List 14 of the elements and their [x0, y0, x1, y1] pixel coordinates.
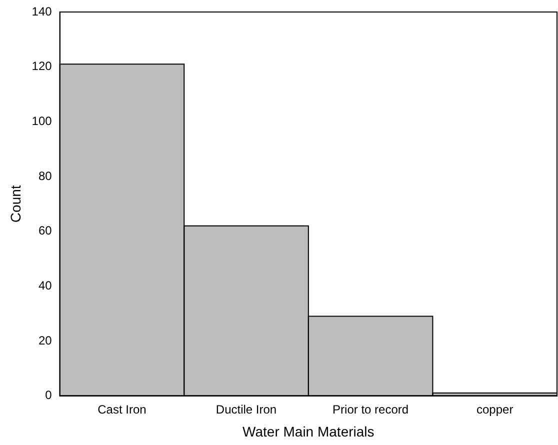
- y-tick-label: 140: [32, 4, 52, 18]
- x-axis-title: Water Main Materials: [242, 423, 374, 440]
- y-tick-label: 60: [38, 224, 52, 238]
- y-axis-title: Count: [7, 185, 24, 223]
- y-tick-label: 80: [38, 168, 52, 183]
- x-tick-label: Cast Iron: [98, 402, 146, 416]
- x-tick-label: copper: [476, 402, 514, 416]
- y-tick-label: 100: [32, 114, 52, 128]
- y-tick-label: 120: [32, 59, 52, 74]
- x-tick-label: Prior to record: [332, 402, 409, 416]
- y-tick-label: 40: [38, 278, 52, 292]
- y-tick-label: 20: [38, 333, 52, 348]
- x-tick-label: Ductile Iron: [216, 402, 277, 416]
- y-tick-label: 0: [45, 388, 52, 402]
